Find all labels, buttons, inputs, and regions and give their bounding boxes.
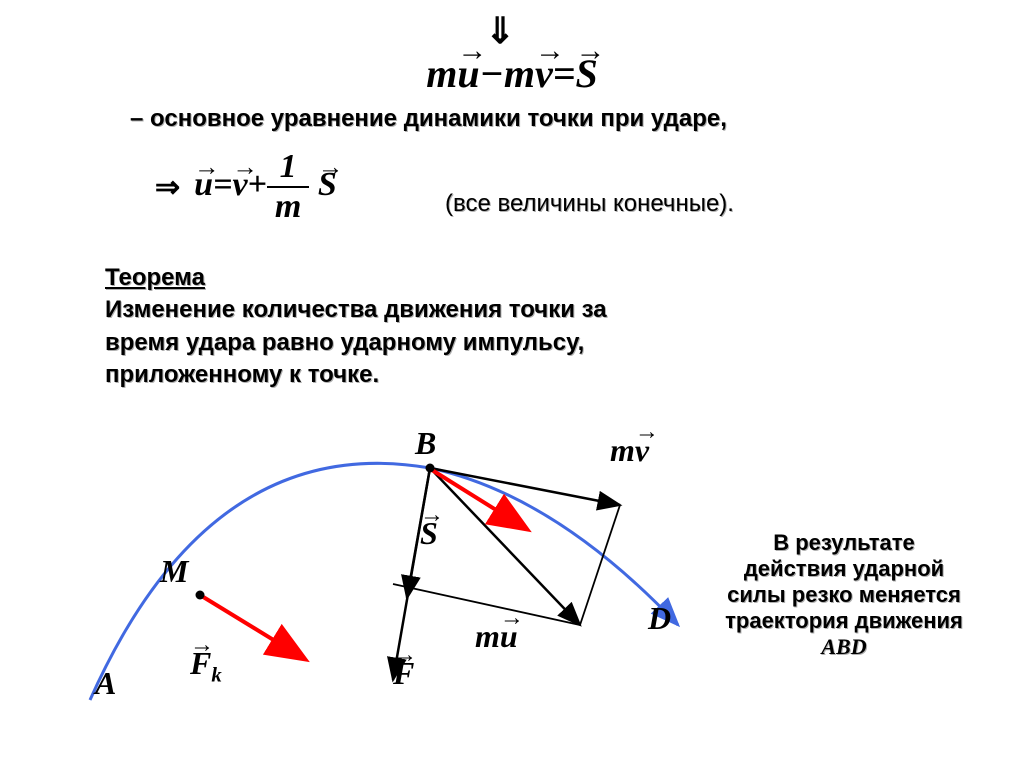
label-B: B — [415, 425, 436, 462]
label-D: D — [648, 600, 671, 637]
label-Fk-sub: k — [211, 663, 221, 686]
label-Fk: →Fk — [190, 645, 222, 687]
label-S: →S — [420, 515, 438, 552]
vector-mu — [430, 468, 580, 625]
label-mv-m: m — [610, 432, 635, 468]
point-b — [426, 464, 435, 473]
label-mv: m→v — [610, 432, 649, 469]
point-m — [196, 591, 205, 600]
label-mu-m: m — [475, 618, 500, 654]
label-M: M — [160, 553, 188, 590]
label-A: A — [95, 665, 116, 702]
label-mu: m→u — [475, 618, 518, 655]
label-F: →F — [393, 655, 414, 692]
trajectory-ab — [90, 463, 430, 700]
